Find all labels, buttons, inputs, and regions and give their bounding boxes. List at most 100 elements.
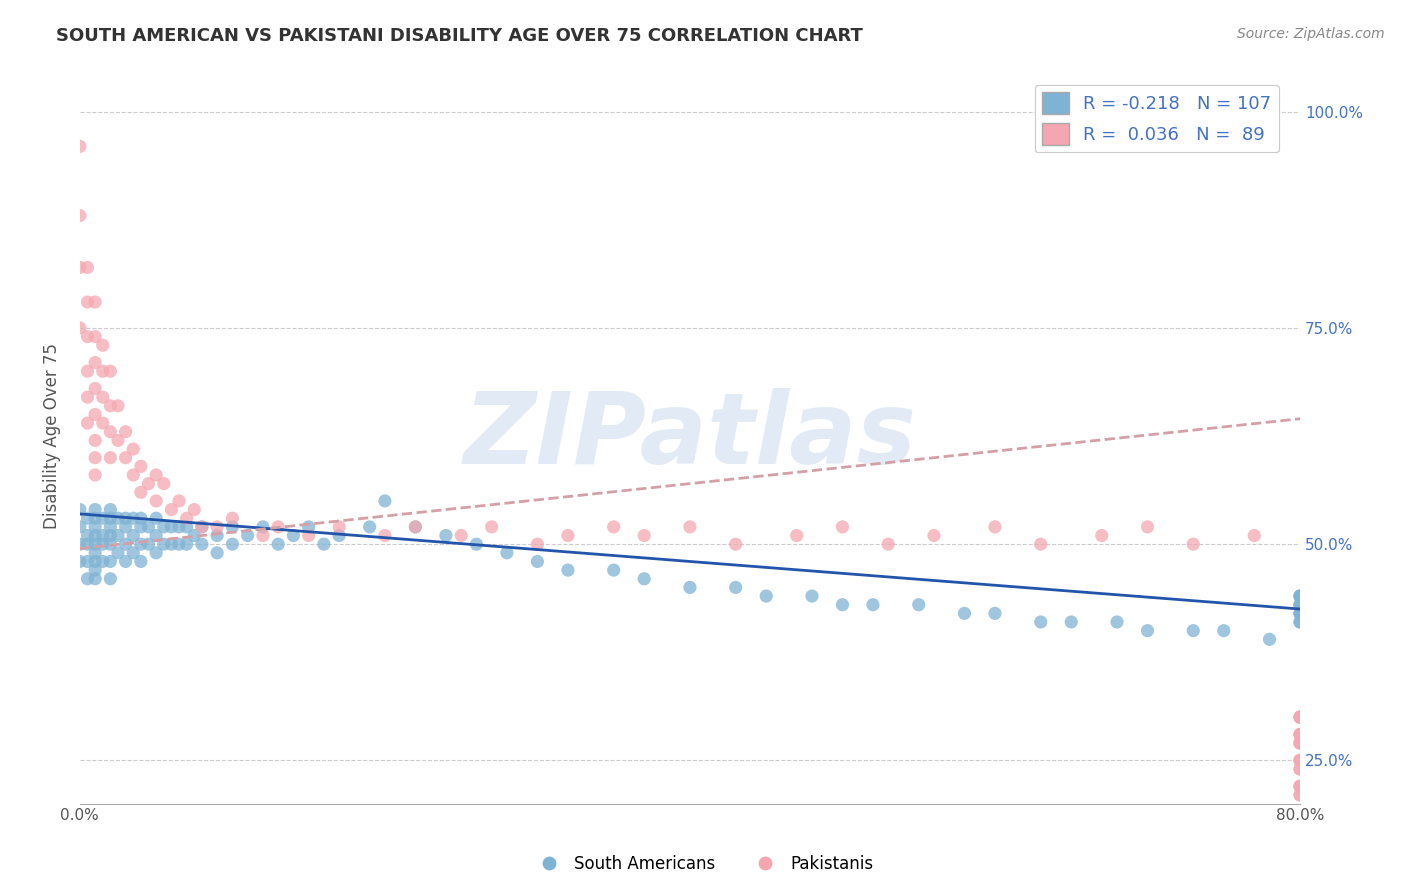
Point: [176, 520, 198, 534]
Point: [145, 467, 167, 482]
Point: [1289, 788, 1312, 802]
Point: [221, 520, 243, 534]
Point: [76, 390, 98, 404]
Point: [100, 528, 122, 542]
Point: [91, 537, 114, 551]
Point: [252, 520, 274, 534]
Point: [267, 537, 290, 551]
Point: [152, 537, 174, 551]
Point: [84, 434, 107, 448]
Point: [100, 450, 122, 465]
Point: [205, 546, 228, 560]
Point: [1289, 710, 1312, 724]
Point: [138, 537, 160, 551]
Point: [1212, 624, 1234, 638]
Legend: South Americans, Pakistanis: South Americans, Pakistanis: [526, 848, 880, 880]
Point: [679, 581, 702, 595]
Point: [434, 528, 457, 542]
Point: [84, 554, 107, 568]
Point: [84, 502, 107, 516]
Point: [1289, 710, 1312, 724]
Point: [183, 528, 205, 542]
Point: [1105, 615, 1128, 629]
Point: [160, 502, 183, 516]
Point: [114, 554, 136, 568]
Point: [76, 329, 98, 343]
Point: [91, 364, 114, 378]
Point: [1136, 624, 1159, 638]
Point: [122, 511, 145, 525]
Point: [76, 260, 98, 275]
Point: [877, 537, 900, 551]
Point: [100, 399, 122, 413]
Point: [76, 416, 98, 430]
Point: [167, 520, 190, 534]
Point: [1289, 589, 1312, 603]
Point: [1289, 607, 1312, 621]
Point: [1289, 607, 1312, 621]
Point: [633, 528, 655, 542]
Point: [107, 528, 129, 542]
Point: [557, 528, 579, 542]
Point: [100, 537, 122, 551]
Point: [1289, 598, 1312, 612]
Point: [267, 520, 290, 534]
Point: [160, 520, 183, 534]
Point: [1182, 537, 1205, 551]
Text: Source: ZipAtlas.com: Source: ZipAtlas.com: [1237, 27, 1385, 41]
Text: ZIPatlas: ZIPatlas: [464, 387, 917, 484]
Point: [69, 520, 91, 534]
Point: [84, 528, 107, 542]
Point: [1289, 780, 1312, 794]
Point: [984, 607, 1007, 621]
Point: [1289, 710, 1312, 724]
Point: [922, 528, 945, 542]
Point: [84, 408, 107, 422]
Point: [1091, 528, 1114, 542]
Point: [69, 260, 91, 275]
Point: [1289, 615, 1312, 629]
Point: [1289, 762, 1312, 776]
Point: [298, 520, 321, 534]
Point: [1289, 727, 1312, 741]
Point: [1289, 762, 1312, 776]
Point: [328, 528, 350, 542]
Point: [1289, 710, 1312, 724]
Point: [84, 450, 107, 465]
Point: [167, 537, 190, 551]
Point: [404, 520, 426, 534]
Point: [114, 511, 136, 525]
Point: [76, 537, 98, 551]
Point: [145, 546, 167, 560]
Point: [84, 563, 107, 577]
Point: [1136, 520, 1159, 534]
Point: [69, 209, 91, 223]
Point: [84, 537, 107, 551]
Point: [76, 572, 98, 586]
Point: [236, 528, 259, 542]
Point: [1289, 598, 1312, 612]
Point: [100, 520, 122, 534]
Point: [91, 416, 114, 430]
Point: [122, 442, 145, 456]
Point: [602, 520, 624, 534]
Point: [312, 537, 335, 551]
Point: [984, 520, 1007, 534]
Point: [76, 511, 98, 525]
Point: [76, 528, 98, 542]
Point: [176, 511, 198, 525]
Point: [167, 494, 190, 508]
Point: [755, 589, 778, 603]
Point: [145, 528, 167, 542]
Point: [91, 528, 114, 542]
Point: [831, 598, 853, 612]
Point: [1289, 598, 1312, 612]
Point: [1289, 753, 1312, 767]
Point: [526, 537, 548, 551]
Point: [205, 528, 228, 542]
Point: [602, 563, 624, 577]
Point: [1029, 537, 1052, 551]
Point: [800, 589, 823, 603]
Point: [122, 546, 145, 560]
Point: [100, 572, 122, 586]
